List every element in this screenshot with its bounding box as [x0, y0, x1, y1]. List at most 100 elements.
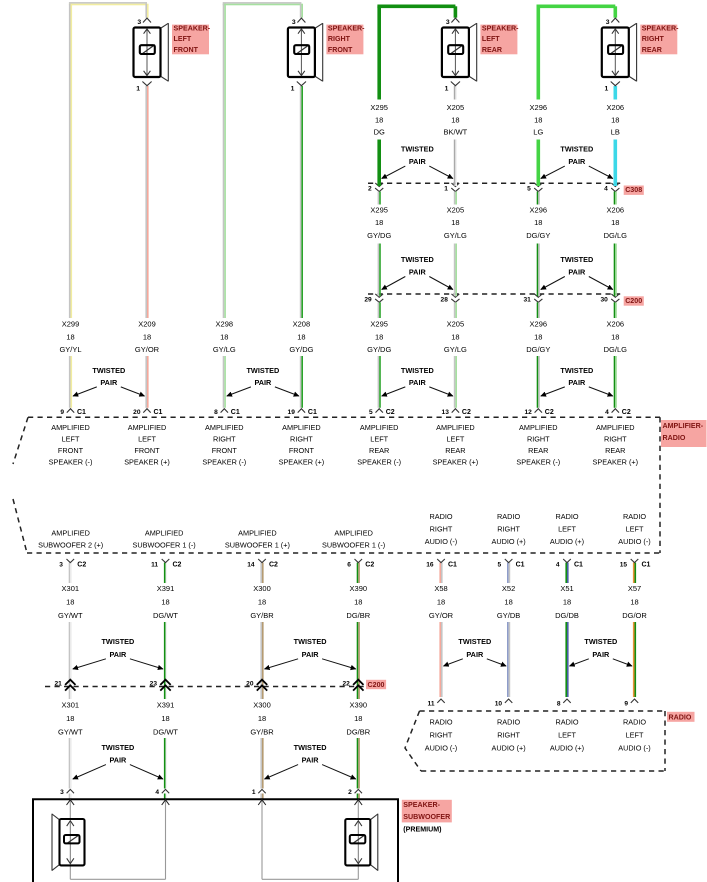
- svg-text:C2: C2: [622, 409, 631, 416]
- svg-text:(PREMIUM): (PREMIUM): [403, 825, 442, 833]
- svg-text:DG/BR: DG/BR: [346, 728, 370, 737]
- svg-text:C1: C1: [308, 409, 317, 416]
- svg-text:C2: C2: [462, 409, 471, 416]
- svg-text:TWISTED: TWISTED: [401, 255, 434, 264]
- svg-text:4: 4: [605, 409, 609, 416]
- svg-text:C1: C1: [77, 409, 86, 416]
- svg-text:TWISTED: TWISTED: [584, 637, 617, 646]
- svg-text:SPEAKER-: SPEAKER-: [403, 801, 440, 809]
- svg-text:REAR: REAR: [642, 46, 662, 54]
- svg-text:18: 18: [354, 598, 362, 607]
- svg-text:AMPLIFIED: AMPLIFIED: [238, 529, 277, 538]
- svg-text:AMPLIFIED: AMPLIFIED: [51, 529, 90, 538]
- svg-text:X206: X206: [607, 103, 625, 112]
- svg-text:4: 4: [604, 186, 608, 193]
- svg-text:SPEAKER-: SPEAKER-: [482, 24, 519, 32]
- svg-text:X391: X391: [157, 584, 175, 593]
- svg-text:3: 3: [137, 19, 141, 26]
- svg-text:PAIR: PAIR: [109, 650, 127, 659]
- svg-text:18: 18: [534, 116, 542, 125]
- svg-text:PAIR: PAIR: [568, 157, 586, 166]
- svg-text:SPEAKER-: SPEAKER-: [642, 24, 679, 32]
- svg-text:18: 18: [258, 714, 266, 723]
- svg-text:RIGHT: RIGHT: [604, 435, 627, 444]
- svg-text:RIGHT: RIGHT: [642, 35, 665, 43]
- svg-text:PAIR: PAIR: [109, 756, 127, 765]
- svg-text:C2: C2: [545, 409, 554, 416]
- svg-text:18: 18: [437, 598, 445, 607]
- svg-text:C308: C308: [625, 186, 642, 194]
- svg-text:18: 18: [375, 218, 383, 227]
- svg-text:AUDIO (-): AUDIO (-): [618, 537, 650, 546]
- svg-text:18: 18: [375, 116, 383, 125]
- svg-text:2: 2: [368, 186, 372, 193]
- svg-text:X52: X52: [502, 584, 515, 593]
- svg-text:AMPLIFIER-: AMPLIFIER-: [663, 422, 704, 430]
- svg-text:13: 13: [442, 409, 450, 416]
- svg-text:C1: C1: [154, 409, 163, 416]
- svg-text:AMPLIFIED: AMPLIFIED: [145, 529, 184, 538]
- svg-text:14: 14: [247, 562, 255, 569]
- svg-text:RIGHT: RIGHT: [497, 730, 520, 739]
- svg-text:X295: X295: [370, 320, 388, 329]
- svg-text:RIGHT: RIGHT: [430, 730, 453, 739]
- svg-text:X296: X296: [530, 206, 548, 215]
- svg-text:15: 15: [620, 562, 628, 569]
- svg-text:X295: X295: [370, 103, 388, 112]
- svg-text:X298: X298: [216, 320, 234, 329]
- svg-text:RADIO: RADIO: [555, 512, 578, 521]
- svg-text:18: 18: [451, 218, 459, 227]
- svg-text:TWISTED: TWISTED: [458, 637, 491, 646]
- svg-text:X206: X206: [607, 206, 625, 215]
- svg-text:RADIO: RADIO: [497, 512, 520, 521]
- svg-text:SUBWOOFER 2 (+): SUBWOOFER 2 (+): [38, 541, 103, 550]
- svg-text:RIGHT: RIGHT: [430, 525, 453, 534]
- svg-text:X209: X209: [138, 320, 156, 329]
- svg-text:GY/DG: GY/DG: [367, 231, 391, 240]
- svg-text:20: 20: [246, 680, 254, 687]
- svg-text:11: 11: [151, 562, 158, 569]
- svg-text:LG: LG: [533, 128, 543, 137]
- svg-text:12: 12: [524, 409, 532, 416]
- svg-text:DG/WT: DG/WT: [153, 611, 178, 620]
- svg-text:RIGHT: RIGHT: [527, 435, 550, 444]
- svg-text:DG/WT: DG/WT: [153, 728, 178, 737]
- svg-text:1: 1: [136, 86, 140, 93]
- svg-text:AUDIO (-): AUDIO (-): [425, 743, 457, 752]
- svg-text:TWISTED: TWISTED: [560, 255, 593, 264]
- svg-text:18: 18: [630, 598, 638, 607]
- svg-text:C1: C1: [231, 409, 240, 416]
- svg-text:19: 19: [288, 409, 296, 416]
- svg-text:PAIR: PAIR: [409, 378, 427, 387]
- svg-text:GY/DG: GY/DG: [367, 345, 391, 354]
- svg-text:C1: C1: [574, 562, 583, 569]
- svg-text:REAR: REAR: [445, 446, 465, 455]
- svg-text:FRONT: FRONT: [328, 46, 353, 54]
- svg-text:LB: LB: [611, 128, 620, 137]
- svg-text:C200: C200: [625, 297, 642, 305]
- svg-text:18: 18: [220, 333, 228, 342]
- svg-text:X205: X205: [447, 206, 465, 215]
- svg-text:SPEAKER (+): SPEAKER (+): [124, 458, 170, 467]
- svg-text:X390: X390: [350, 584, 368, 593]
- svg-text:SPEAKER (-): SPEAKER (-): [516, 458, 560, 467]
- svg-text:4: 4: [556, 562, 560, 569]
- svg-text:SPEAKER (-): SPEAKER (-): [202, 458, 246, 467]
- svg-text:GY/LG: GY/LG: [444, 231, 467, 240]
- svg-text:FRONT: FRONT: [174, 46, 199, 54]
- svg-text:LEFT: LEFT: [558, 525, 576, 534]
- svg-text:3: 3: [292, 19, 296, 26]
- svg-text:18: 18: [297, 333, 305, 342]
- svg-text:TWISTED: TWISTED: [92, 366, 125, 375]
- svg-text:X205: X205: [447, 320, 465, 329]
- svg-text:FRONT: FRONT: [212, 446, 238, 455]
- svg-text:18: 18: [451, 333, 459, 342]
- svg-text:4: 4: [155, 789, 159, 796]
- svg-text:LEFT: LEFT: [174, 35, 192, 43]
- svg-text:C2: C2: [386, 409, 395, 416]
- svg-text:18: 18: [143, 333, 151, 342]
- svg-text:TWISTED: TWISTED: [246, 366, 279, 375]
- svg-text:SUBWOOFER 1 (-): SUBWOOFER 1 (-): [322, 541, 385, 550]
- svg-text:3: 3: [59, 562, 63, 569]
- svg-text:22: 22: [342, 680, 350, 687]
